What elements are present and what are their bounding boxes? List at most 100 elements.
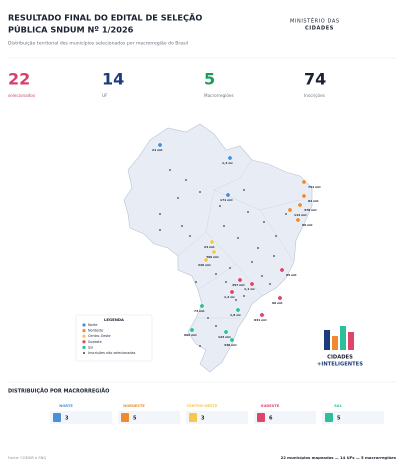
unselected-dot: [215, 273, 217, 275]
unselected-dot: [199, 191, 201, 193]
marker-label: 1,8 mi: [230, 313, 241, 317]
unselected-dot: [285, 213, 287, 215]
card-bg: [254, 411, 316, 424]
stat-label: Macrorregiões: [204, 93, 234, 98]
unselected-dot: [215, 325, 217, 327]
card-count: 5: [337, 416, 341, 422]
legend-label: Centro-Oeste: [88, 334, 111, 338]
marker-label: 24 mil: [204, 245, 214, 249]
unselected-dot: [263, 221, 265, 223]
card-swatch: [189, 413, 197, 422]
border: [259, 199, 301, 211]
unselected-dot: [243, 295, 245, 297]
card-label: CENTRO-OESTE: [187, 404, 218, 408]
card-swatch: [325, 413, 333, 422]
municipality-marker: [229, 289, 235, 295]
card-count: 3: [201, 416, 205, 422]
card-label: SUDESTE: [261, 404, 280, 408]
municipality-marker: [295, 217, 301, 223]
unselected-dot: [229, 267, 231, 269]
card-swatch: [257, 413, 265, 422]
footer-source: Fonte: CGMUR e SNQ: [8, 456, 46, 460]
markers: 21 mil 1,4 mi 171 mil 751 mil 82 mil 378 mil 1…: [152, 142, 321, 347]
municipality-marker: [301, 179, 307, 185]
marker-label: 831 mil: [254, 318, 267, 322]
marker-label: 21 mil: [152, 148, 162, 152]
municipality-marker: [199, 303, 205, 309]
footer-summary: 22 municípios mapeados — 14 UFs — 5 macr…: [281, 455, 397, 460]
logo-bar: [332, 336, 338, 350]
card-label: SUL: [334, 404, 343, 408]
card-bg: [118, 411, 180, 424]
legend-swatch: [82, 323, 86, 327]
legend-label: Sudeste: [88, 340, 102, 344]
marker-label: 90 mil: [272, 301, 282, 305]
unselected-dot: [251, 261, 253, 263]
marker-label: 348 mil: [224, 343, 237, 347]
card-count: 6: [269, 416, 273, 422]
unselected-dot: [207, 317, 209, 319]
legend-label: Sul: [88, 345, 93, 349]
unselected-dot: [159, 213, 161, 215]
unselected-dot: [169, 169, 171, 171]
title: PÚBLICA SNDUM Nº 1/2026: [8, 24, 134, 35]
card-label: NORTE: [59, 404, 73, 408]
legend-swatch: [83, 352, 85, 354]
unselected-dot: [189, 235, 191, 237]
unselected-dot: [273, 255, 275, 257]
marker-label: 1,1 mi: [244, 287, 255, 291]
ministry-logo: CIDADES: [305, 26, 334, 32]
unselected-dot: [159, 229, 161, 231]
marker-label: 378 mil: [304, 208, 317, 212]
municipality-marker: [235, 307, 241, 313]
municipality-marker: [249, 281, 255, 287]
brand-text: +INTELIGENTES: [317, 362, 363, 368]
unselected-dot: [199, 345, 201, 347]
stat-value: 74: [304, 70, 326, 89]
municipality-marker: [211, 249, 217, 255]
marker-label: 82 mil: [308, 199, 318, 203]
unselected-dot: [181, 225, 183, 227]
marker-label: 399 mil: [206, 255, 219, 259]
card-count: 5: [133, 416, 137, 422]
marker-label: 96 mil: [302, 223, 312, 227]
legend-label: Inscrições não selecionadas: [88, 351, 136, 355]
region-cards: NORTE 3 NORDESTE 5 CENTRO-OESTE 3 SUDESTE 6 SUL 5: [50, 404, 384, 424]
municipality-marker: [279, 267, 285, 273]
unselected-dot: [223, 225, 225, 227]
unselected-dot: [219, 205, 221, 207]
legend-swatch: [82, 345, 86, 349]
municipality-marker: [223, 329, 229, 335]
legend-title: LEGENDA: [104, 317, 124, 322]
municipality-marker: [209, 239, 215, 245]
unselected-dots: [159, 169, 287, 347]
unselected-dot: [225, 281, 227, 283]
ministry-logo: MINISTÉRIO DAS: [290, 17, 340, 25]
stat-value: 22: [8, 70, 30, 89]
marker-label: 1,4 mi: [222, 161, 233, 165]
brand-logo: CIDADES +INTELIGENTES: [317, 326, 363, 368]
municipality-marker: [287, 207, 293, 213]
unselected-dot: [235, 299, 237, 301]
unselected-dot: [261, 275, 263, 277]
municipality-marker: [277, 295, 283, 301]
marker-label: 171 mil: [220, 198, 233, 202]
legend-label: Nordeste: [88, 329, 103, 333]
marker-label: 95 mil: [286, 273, 296, 277]
stat-value: 14: [102, 70, 124, 89]
unselected-dot: [247, 211, 249, 213]
marker-label: 226 mil: [198, 263, 211, 267]
card-bg: [322, 411, 384, 424]
unselected-dot: [269, 283, 271, 285]
card-bg: [50, 411, 112, 424]
brand-text: CIDADES: [327, 355, 353, 361]
marker-label: 751 mil: [308, 185, 321, 189]
card-swatch: [53, 413, 61, 422]
section-title: DISTRIBUIÇÃO POR MACRORREGIÃO: [8, 388, 109, 395]
stat-value: 5: [204, 70, 215, 89]
municipality-marker: [189, 327, 195, 333]
brazil-map: [123, 123, 313, 373]
municipality-marker: [237, 277, 243, 283]
